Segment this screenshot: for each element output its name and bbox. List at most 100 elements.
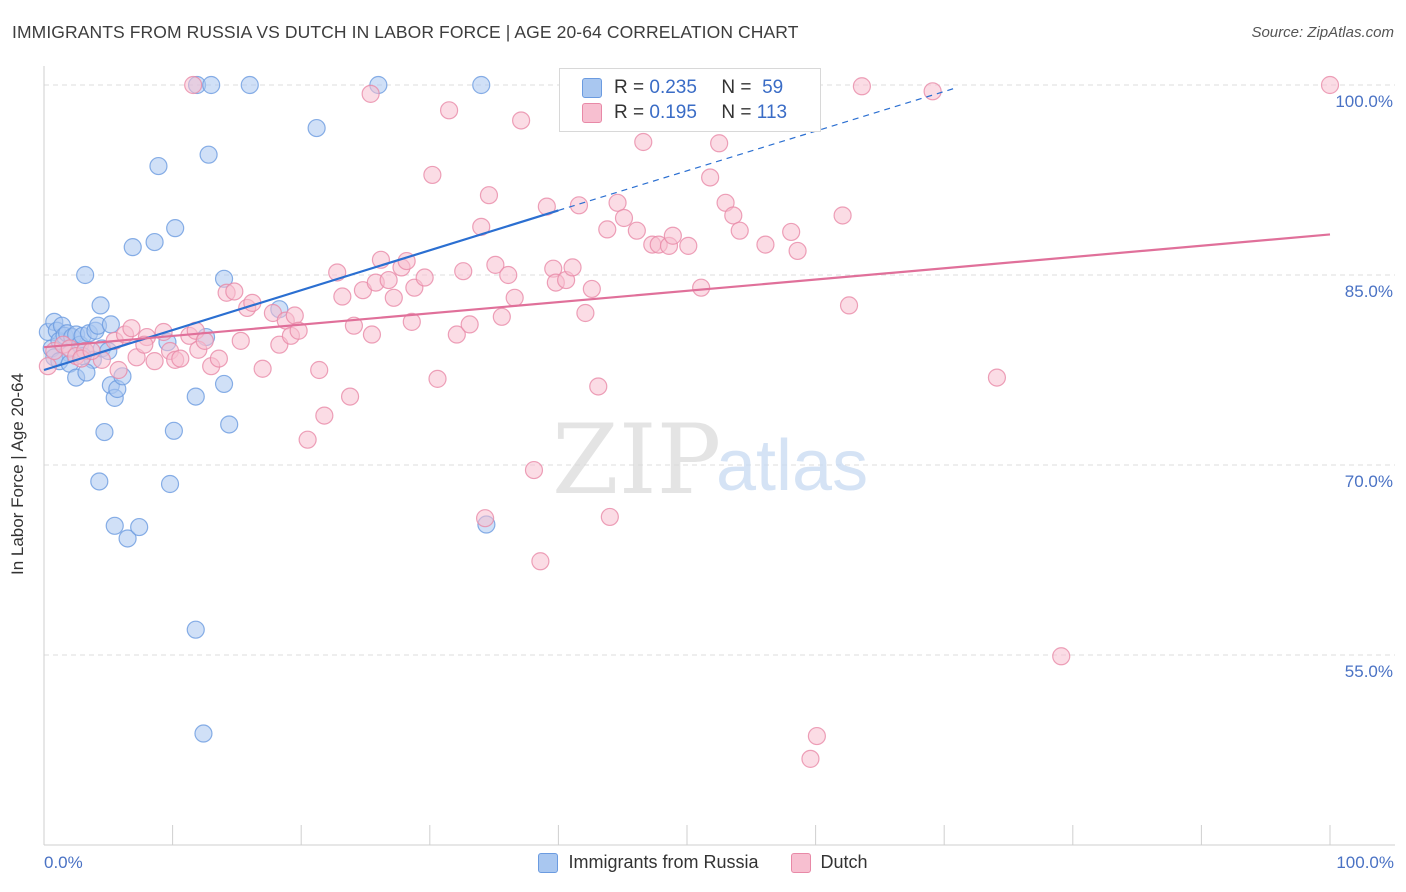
dutch-point-36 [310,360,329,380]
y-tick-label-1: 85.0% [1345,282,1393,301]
dutch-point-106 [184,75,203,95]
russia-point-47 [118,529,137,548]
dutch-point-65 [512,111,531,130]
chart-title: IMMIGRANTS FROM RUSSIA VS DUTCH IN LABOR… [12,22,799,42]
russia-point-49 [186,620,205,639]
y-tick-label-0: 100.0% [1335,92,1393,111]
y-tick-labels: 100.0% 85.0% 70.0% 55.0% [1335,92,1393,681]
dutch-point-90 [710,134,729,153]
dutch-point-64 [505,288,524,307]
russia-point-59 [472,75,491,95]
dutch-point-99 [833,206,852,225]
y-tick-label-3: 55.0% [1345,662,1393,681]
russia-point-31 [101,315,120,334]
legend-swatch-dutch [790,852,811,873]
dutch-point-101 [852,77,871,96]
russia-point-36 [149,156,168,176]
dutch-point-87 [679,236,698,255]
legend-n-label: N = [721,77,752,98]
russia-point-39 [186,387,205,406]
dutch-point-82 [634,132,653,152]
russia-point-43 [95,422,114,442]
dutch-point-34 [289,321,308,340]
dutch-point-28 [253,359,272,378]
russia-point-35 [166,219,185,238]
dutch-point-74 [576,303,595,323]
gridlines [44,84,1395,656]
y-tick-label-2: 70.0% [1345,472,1393,491]
watermark-atlas: atlas [716,426,868,506]
dutch-point-92 [724,206,743,225]
russia-point-32 [76,265,95,285]
dutch-point-79 [608,193,627,212]
dutch-point-109 [109,360,128,380]
dutch-point-100 [839,296,859,315]
russia-point-41 [220,415,239,434]
dutch-point-33 [285,306,304,325]
legend-swatch-dutch [582,103,602,123]
russia-point-40 [214,374,234,394]
russia-point-45 [160,474,180,494]
dutch-point-89 [701,168,720,187]
dutch-point-108 [475,509,495,528]
russia-point-48 [130,517,149,537]
russia-point-44 [90,472,109,491]
dutch-point-76 [589,377,608,396]
dutch-point-107 [361,84,380,103]
dutch-point-75 [582,279,601,299]
legend-swatch-russia [538,852,559,873]
dutch-point-50 [402,312,421,331]
dutch-point-98 [801,749,820,768]
dutch-point-20 [195,331,214,350]
legend-r-label: R = [614,102,645,123]
legend-label-dutch: Dutch [820,852,868,872]
dutch-point-37 [315,406,334,425]
russia-point-37 [199,145,218,164]
dutch-point-93 [730,221,749,240]
dutch-point-77 [598,220,617,239]
russia-point-57 [240,75,259,95]
legend-label-russia: Immigrants from Russia [568,852,759,872]
dutch-point-9 [122,319,141,338]
dutch-point-94 [756,235,775,254]
dutch-point-16 [171,349,190,368]
legend-r-value: 0.195 [649,102,697,123]
x-tick-min: 0.0% [44,853,83,872]
russia-point-54 [307,118,326,138]
legend-item-russia[interactable]: Immigrants from Russia [538,852,759,873]
dutch-point-24 [225,282,244,301]
dutch-point-12 [145,352,164,371]
dutch-point-67 [531,552,550,571]
dutch-point-54 [428,369,447,388]
legend-row-dutch: R = 0.195 N = 113 [582,101,787,125]
dutch-point-22 [209,349,228,368]
watermark-zip: ZIP [552,404,721,516]
dutch-trend-line [43,233,1331,349]
legend-n-label: N = [721,102,752,123]
dutch-point-47 [384,288,403,307]
russia-point-56 [202,75,221,95]
dutch-point-81 [627,221,646,240]
russia-point-33 [123,238,142,257]
russia-trend-line [43,209,559,372]
dutch-point-97 [807,726,826,746]
legend-n-value: 59 [762,77,784,98]
dutch-point-88 [692,278,711,297]
dutch-point-61 [486,255,505,274]
legend-r-value: 0.235 [649,77,697,98]
dutch-point-63 [499,265,518,285]
source-credit: Source: ZipAtlas.com [1251,24,1394,41]
series-legend: Immigrants from Russia Dutch [0,852,1406,873]
dutch-point-102 [923,82,942,101]
dutch-point-73 [569,196,589,215]
dutch-point-72 [563,258,582,277]
russia-point-34 [145,232,164,252]
dutch-point-103 [987,368,1007,387]
dutch-point-96 [788,241,807,261]
legend-item-dutch[interactable]: Dutch [790,852,868,873]
dutch-point-35 [298,430,317,449]
legend-n-value: 113 [756,102,788,123]
dutch-point-40 [340,387,360,406]
legend-r-label: R = [614,77,645,98]
